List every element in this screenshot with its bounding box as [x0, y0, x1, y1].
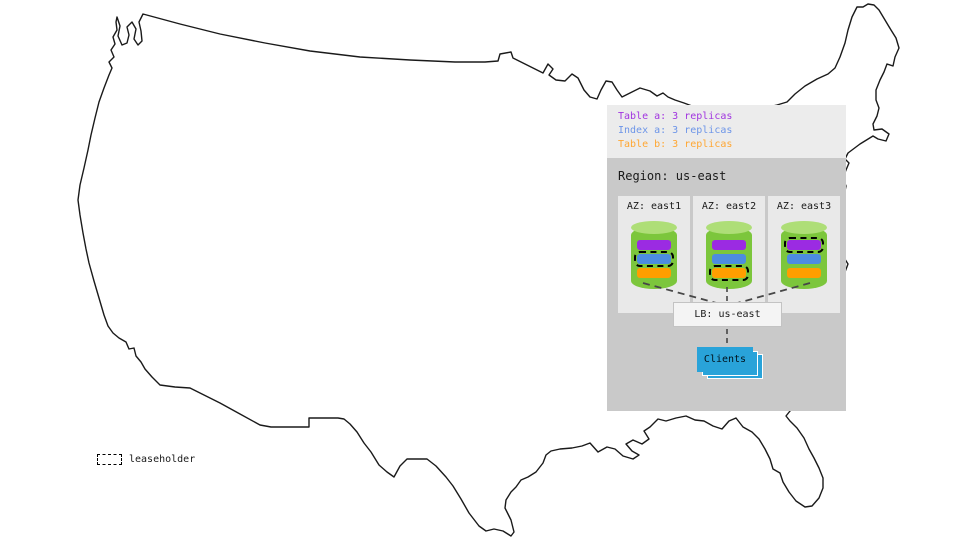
az-label: AZ: east1: [626, 201, 682, 212]
legend-table-b: Table b: 3 replicas: [618, 139, 733, 150]
cylinder-top: [631, 221, 677, 234]
database-cylinder: [631, 221, 677, 289]
replica-bar-table-a: [712, 240, 746, 250]
cylinder-top: [706, 221, 752, 234]
replica-bar-index-a: [787, 254, 821, 264]
replica-bar-table-a: [784, 237, 824, 253]
load-balancer-box: LB: us-east: [673, 302, 782, 327]
database-cylinder: [706, 221, 752, 289]
legend-index-a: Index a: 3 replicas: [618, 125, 733, 136]
clients-stack: Clients: [697, 347, 763, 380]
database-cylinder: [781, 221, 827, 289]
clients-box: Clients: [697, 347, 753, 372]
legend-table-a: Table a: 3 replicas: [618, 111, 733, 122]
az-label: AZ: east3: [776, 201, 832, 212]
replica-bar-index-a: [712, 254, 746, 264]
az-box-east3: AZ: east3: [768, 196, 840, 313]
cylinder-top: [781, 221, 827, 234]
az-label: AZ: east2: [701, 201, 757, 212]
replica-bar-table-b: [787, 268, 821, 278]
az-box-east2: AZ: east2: [693, 196, 765, 313]
replica-bar-index-a: [634, 251, 674, 267]
replica-bar-table-a: [637, 240, 671, 250]
replica-bar-table-b: [709, 265, 749, 281]
region-panel: Region: us-east AZ: east1 AZ: east2: [607, 158, 846, 411]
leaseholder-key: leaseholder: [97, 449, 196, 465]
region-title: Region: us-east: [618, 169, 727, 183]
az-box-east1: AZ: east1: [618, 196, 690, 313]
replica-bar-table-b: [637, 268, 671, 278]
leaseholder-label: leaseholder: [129, 454, 196, 465]
replica-legend-panel: Table a: 3 replicas Index a: 3 replicas …: [607, 105, 846, 158]
leaseholder-swatch: [97, 454, 122, 465]
